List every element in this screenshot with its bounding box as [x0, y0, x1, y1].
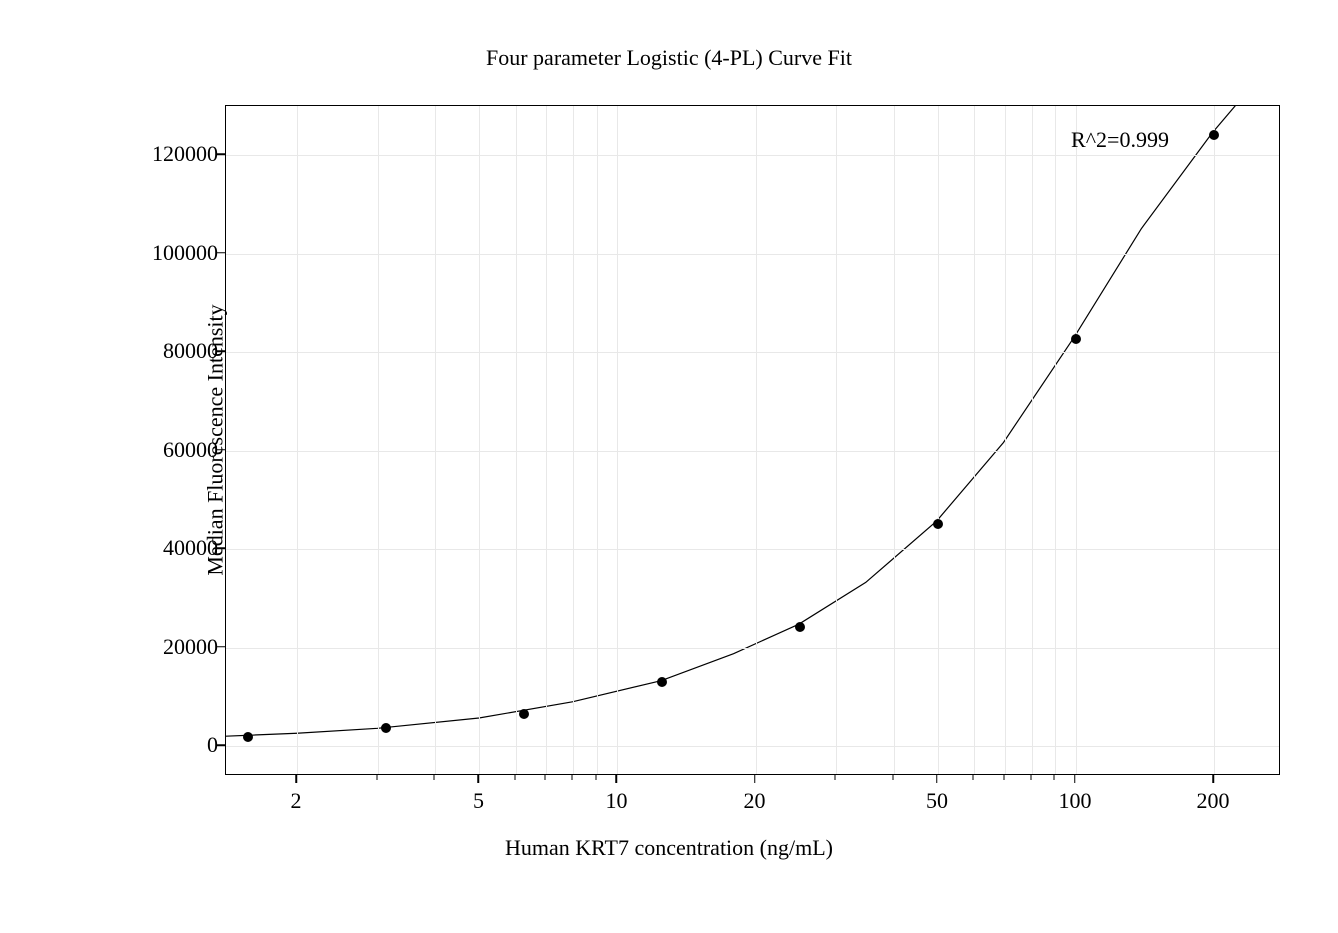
y-tick-label: 0	[118, 732, 218, 758]
grid-line-vertical-minor	[573, 106, 574, 774]
data-point	[657, 677, 667, 687]
grid-line-horizontal	[226, 352, 1279, 353]
y-tick	[217, 745, 225, 747]
x-tick	[295, 775, 297, 783]
grid-line-vertical	[297, 106, 298, 774]
y-tick	[217, 646, 225, 648]
data-point	[243, 732, 253, 742]
x-tick-minor	[434, 775, 435, 780]
x-tick-minor	[376, 775, 377, 780]
x-tick-minor	[1003, 775, 1004, 780]
x-tick-minor	[835, 775, 836, 780]
y-tick-label: 60000	[118, 437, 218, 463]
y-tick-label: 80000	[118, 338, 218, 364]
x-tick	[1074, 775, 1076, 783]
data-point	[381, 723, 391, 733]
grid-line-vertical-minor	[836, 106, 837, 774]
chart-title: Four parameter Logistic (4-PL) Curve Fit	[0, 45, 1338, 71]
x-tick	[754, 775, 756, 783]
y-tick	[217, 154, 225, 156]
y-tick	[217, 252, 225, 254]
grid-line-vertical	[617, 106, 618, 774]
data-point	[519, 709, 529, 719]
grid-line-vertical	[1214, 106, 1215, 774]
grid-line-horizontal	[226, 648, 1279, 649]
grid-line-vertical	[756, 106, 757, 774]
y-tick-label: 20000	[118, 634, 218, 660]
plot-area	[225, 105, 1280, 775]
fit-curve-svg	[226, 106, 1279, 774]
y-tick	[217, 548, 225, 550]
x-tick-minor	[514, 775, 515, 780]
grid-line-vertical-minor	[974, 106, 975, 774]
x-tick	[478, 775, 480, 783]
grid-line-horizontal	[226, 549, 1279, 550]
grid-line-vertical-minor	[1055, 106, 1056, 774]
y-tick	[217, 449, 225, 451]
x-tick-minor	[1054, 775, 1055, 780]
data-point	[795, 622, 805, 632]
y-tick-label: 100000	[118, 240, 218, 266]
x-tick	[616, 775, 618, 783]
data-point	[1209, 130, 1219, 140]
grid-line-vertical-minor	[435, 106, 436, 774]
grid-line-vertical	[938, 106, 939, 774]
x-tick-label: 50	[907, 788, 967, 814]
grid-line-vertical-minor	[1032, 106, 1033, 774]
grid-line-vertical	[479, 106, 480, 774]
y-tick-label: 40000	[118, 535, 218, 561]
fit-curve	[226, 106, 1264, 736]
grid-line-horizontal	[226, 746, 1279, 747]
grid-line-vertical-minor	[597, 106, 598, 774]
x-tick-minor	[595, 775, 596, 780]
y-tick	[217, 351, 225, 353]
chart-container: Four parameter Logistic (4-PL) Curve Fit…	[0, 0, 1338, 933]
data-point	[1071, 334, 1081, 344]
grid-line-horizontal	[226, 155, 1279, 156]
x-tick-label: 200	[1183, 788, 1243, 814]
x-tick-minor	[973, 775, 974, 780]
x-tick-minor	[1030, 775, 1031, 780]
x-tick	[936, 775, 938, 783]
x-tick-label: 20	[725, 788, 785, 814]
data-point	[933, 519, 943, 529]
x-tick-minor	[572, 775, 573, 780]
x-tick-minor	[892, 775, 893, 780]
grid-line-horizontal	[226, 451, 1279, 452]
x-tick-label: 10	[586, 788, 646, 814]
x-tick-minor	[545, 775, 546, 780]
x-tick	[1212, 775, 1214, 783]
x-tick-label: 5	[448, 788, 508, 814]
grid-line-vertical-minor	[894, 106, 895, 774]
grid-line-vertical-minor	[546, 106, 547, 774]
x-axis-label: Human KRT7 concentration (ng/mL)	[0, 835, 1338, 861]
grid-line-vertical-minor	[516, 106, 517, 774]
x-tick-label: 100	[1045, 788, 1105, 814]
grid-line-vertical-minor	[378, 106, 379, 774]
y-tick-label: 120000	[118, 141, 218, 167]
r-squared-annotation: R^2=0.999	[1071, 127, 1169, 153]
grid-line-vertical-minor	[1005, 106, 1006, 774]
grid-line-vertical	[1076, 106, 1077, 774]
x-tick-label: 2	[266, 788, 326, 814]
grid-line-horizontal	[226, 254, 1279, 255]
